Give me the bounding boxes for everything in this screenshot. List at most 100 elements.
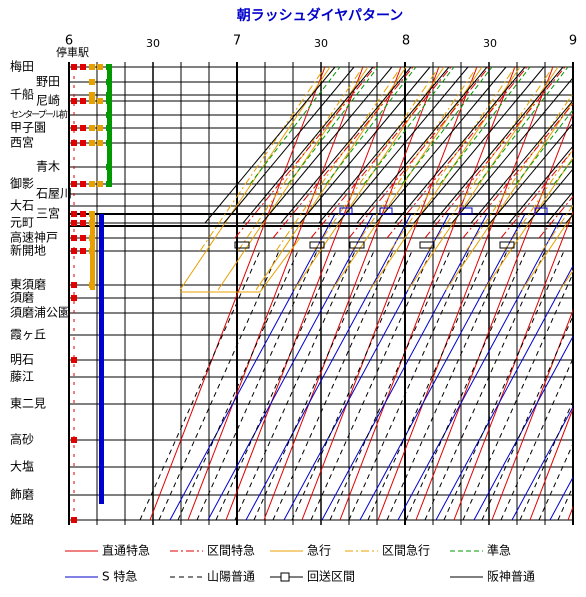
title: 朝ラッシュダイヤパターン: [237, 7, 404, 24]
train-path: [435, 264, 573, 521]
train-path: [538, 442, 573, 521]
deadhead-box: [349, 241, 365, 249]
train-path: [424, 250, 546, 521]
train-path: [272, 250, 394, 521]
stop-mark: [89, 181, 95, 187]
deadhead-path: [180, 237, 301, 293]
stop-mark: [80, 140, 86, 146]
deadhead-box: [234, 241, 250, 249]
stop-mark: [71, 248, 77, 254]
deadhead-box: [534, 207, 548, 215]
time-label: 7: [233, 34, 241, 49]
stop-mark: [80, 211, 86, 217]
train-path: [325, 66, 417, 185]
station-label: 須磨: [10, 291, 34, 305]
train-path: [293, 66, 445, 291]
legend-label: 直通特急: [102, 543, 150, 558]
station-label: 藤江: [10, 370, 34, 384]
train-path: [577, 251, 586, 520]
train-path: [511, 405, 573, 521]
stop-bar: [99, 214, 104, 504]
time-label: 9: [569, 34, 577, 49]
time-label: 6: [65, 34, 73, 49]
deadhead-box: [459, 207, 473, 215]
stop-mark: [71, 295, 77, 301]
train-path: [318, 66, 450, 224]
train-path: [177, 250, 299, 521]
train-path: [225, 66, 402, 521]
train-path: [234, 250, 356, 521]
train-path: [348, 66, 490, 239]
train-path: [348, 250, 470, 521]
train-path: [377, 66, 554, 521]
train-path: [407, 66, 559, 291]
station-label: 東須磨: [10, 278, 46, 292]
train-path: [253, 250, 375, 521]
train-path: [546, 191, 573, 224]
train-path: [310, 250, 432, 521]
legend-label: S 特急: [102, 569, 137, 584]
deadhead-box: [379, 207, 393, 215]
train-path: [255, 66, 407, 291]
train-path: [321, 213, 488, 521]
train-path: [477, 66, 569, 185]
station-label: 高砂: [10, 432, 34, 447]
train-path: [204, 66, 336, 224]
train-path: [196, 250, 318, 521]
time-label: 30: [146, 37, 160, 50]
station-label: 東二見: [10, 397, 46, 411]
time-label: 30: [314, 37, 328, 50]
train-path: [500, 357, 573, 521]
deadhead-box: [339, 207, 353, 215]
station-label: 高速神戸: [10, 230, 58, 245]
train-path: [291, 250, 413, 521]
train-path: [432, 66, 564, 224]
train-path: [367, 250, 489, 521]
train-path: [427, 66, 554, 252]
train-path: [451, 77, 573, 224]
stop-mark: [89, 64, 95, 70]
stop-mark: [97, 140, 103, 146]
train-path: [287, 66, 379, 185]
train-path: [223, 66, 355, 224]
station-label: 大塩: [10, 459, 34, 474]
station-label: 三宮: [36, 206, 60, 221]
station-label: 飾磨: [10, 488, 34, 502]
stop-mark: [89, 140, 95, 146]
station-label: 野田: [36, 75, 60, 89]
station-label: 霞ヶ丘: [10, 328, 46, 342]
train-path: [401, 66, 493, 185]
train-path: [375, 66, 507, 224]
train-path: [158, 250, 280, 521]
train-path: [363, 66, 455, 185]
train-path: [242, 66, 374, 224]
station-label: 甲子園: [10, 121, 46, 135]
legend-box: [280, 572, 290, 582]
train-path: [234, 66, 376, 239]
train-path: [424, 66, 566, 239]
train-path: [473, 335, 573, 521]
train-path: [397, 213, 564, 521]
train-path: [453, 210, 573, 521]
station-label: 千船: [10, 88, 34, 102]
train-path: [139, 250, 261, 521]
stops-header: 停車駅: [56, 45, 89, 59]
stop-mark: [89, 98, 95, 104]
stop-mark: [80, 125, 86, 131]
train-path: [179, 66, 331, 291]
stop-pattern: [71, 64, 112, 523]
train-path: [470, 99, 573, 224]
train-path: [503, 148, 573, 252]
stop-mark: [80, 235, 86, 241]
train-path: [249, 66, 341, 185]
train-path: [565, 213, 573, 224]
station-label: 梅田: [10, 59, 34, 74]
train-path: [283, 213, 450, 521]
station-label: 御影: [10, 176, 34, 191]
train-path: [541, 204, 573, 252]
stop-mark: [71, 140, 77, 146]
stop-mark: [80, 64, 86, 70]
train-path: [275, 66, 402, 252]
train-path: [369, 66, 521, 291]
